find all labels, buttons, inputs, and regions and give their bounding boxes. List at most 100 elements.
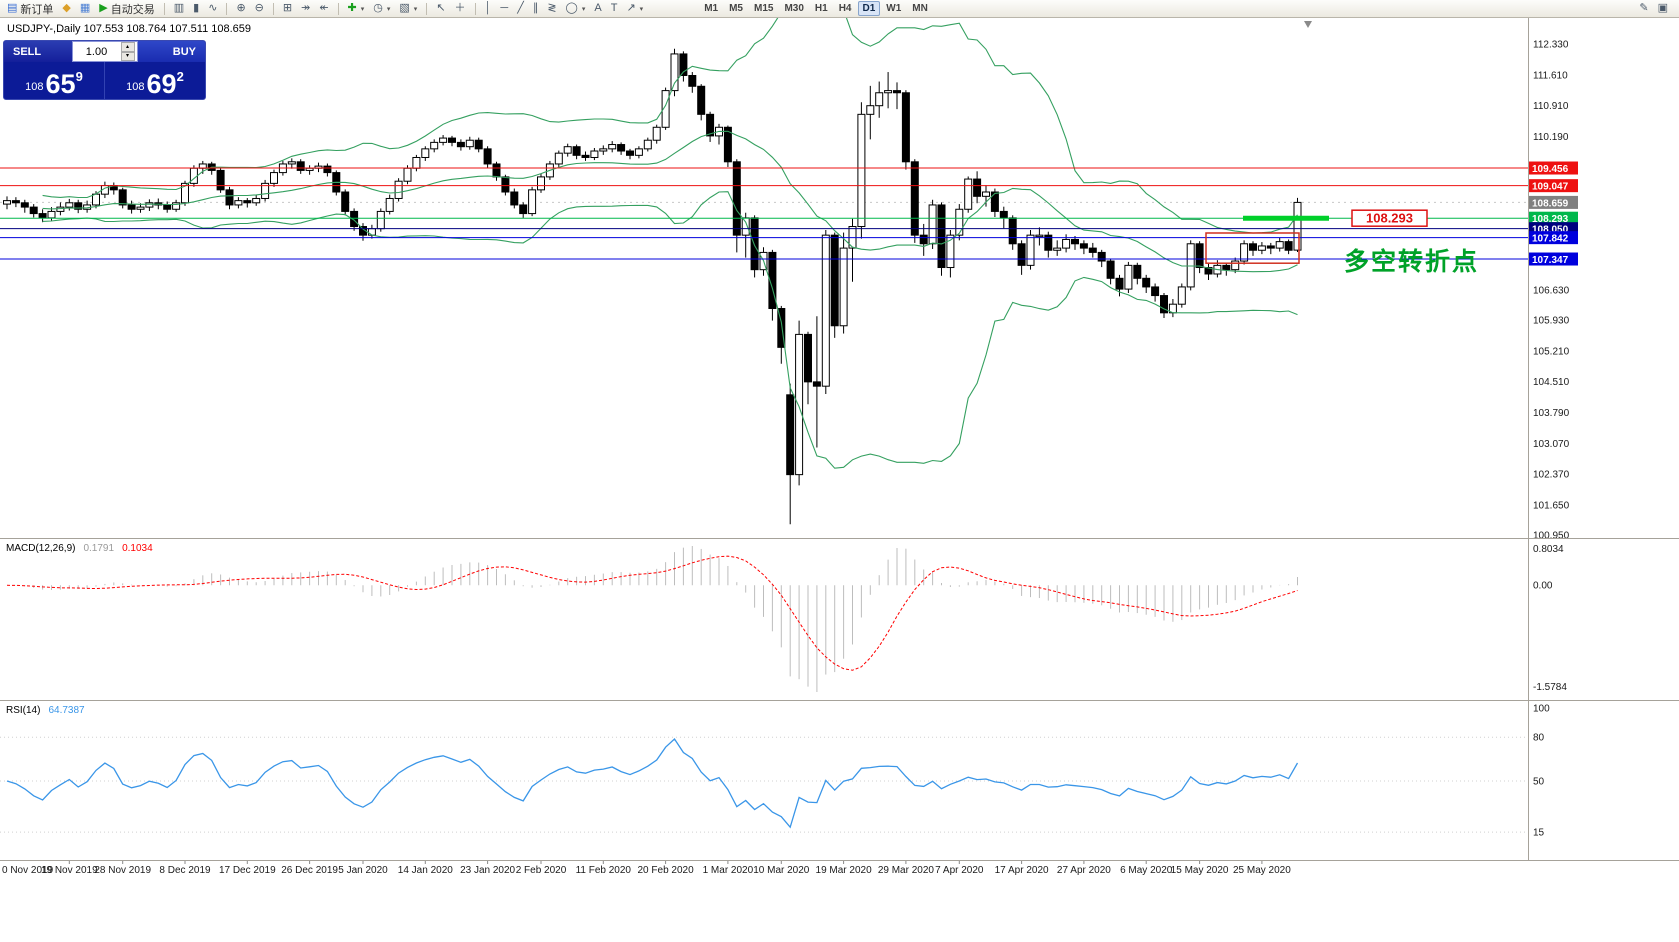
price-tick-label: 103.070 <box>1533 439 1570 450</box>
toolbar-timeframes: M1 M5 M15 M30 H1 H4 D1 W1 MN <box>699 1 933 16</box>
price-scale[interactable]: 112.330 111.610 110.910 110.190 106.630 105.9… <box>1528 18 1579 860</box>
label-button[interactable]: T <box>607 1 622 17</box>
caret-down-icon: ▾ <box>413 5 418 13</box>
panels-icon: ▣ <box>1657 2 1668 14</box>
volume-increase-button[interactable]: ▴ <box>120 42 135 52</box>
date-tick-label: 17 Apr 2020 <box>995 865 1049 876</box>
macd-panel[interactable]: MACD(12,26,9) 0.1791 0.1034 0.8034 0.00 -1.57… <box>6 543 1567 693</box>
price-callout-box[interactable] <box>1351 209 1428 227</box>
crosshair-icon: ＋ <box>454 2 466 14</box>
vertical-line-button[interactable]: │ <box>481 1 496 17</box>
consolidation-box[interactable] <box>1205 232 1300 264</box>
sell-price[interactable]: 108 65 9 <box>4 62 105 99</box>
volume-decrease-button[interactable]: ▾ <box>120 51 135 61</box>
candlestick-series <box>3 48 1302 525</box>
date-tick-label: 5 Jan 2020 <box>338 865 388 876</box>
fibonacci-button[interactable]: ≷ <box>543 1 560 17</box>
price-tick-label: 101.650 <box>1533 500 1570 511</box>
text-button[interactable]: A <box>590 1 605 17</box>
zoom-in-button[interactable]: ⊕ <box>232 1 249 17</box>
price-tick-label: 103.790 <box>1533 408 1570 419</box>
timeframe-m1-button[interactable]: M1 <box>699 1 723 16</box>
tile-windows-button[interactable]: ⊞ <box>279 1 296 17</box>
timeframe-d1-button[interactable]: D1 <box>857 1 881 16</box>
volume-input[interactable] <box>72 42 121 61</box>
panels-button[interactable]: ▣ <box>1654 1 1672 17</box>
volume-spinner: ▴ ▾ <box>120 42 135 61</box>
price-tick-label: 112.330 <box>1533 40 1569 51</box>
rsi-scale-label: 15 <box>1533 828 1545 839</box>
sell-button[interactable]: SELL <box>4 41 72 62</box>
chart-shift-marker[interactable] <box>1304 21 1312 28</box>
new-order-button[interactable]: ▤ 新订单 <box>3 1 57 17</box>
autotrading-button[interactable]: ▶ 自动交易 <box>95 1 158 17</box>
buy-button[interactable]: BUY <box>137 41 205 62</box>
toolbar-separator <box>426 2 428 15</box>
arrows-button[interactable]: ↗ ▾ <box>622 1 647 17</box>
chart-shift-button[interactable]: ↞ <box>315 1 332 17</box>
timeframe-mn-button[interactable]: MN <box>907 1 933 16</box>
price-tick-label: 110.910 <box>1533 101 1569 112</box>
trendline-button[interactable]: ╱ <box>513 1 528 17</box>
toolbar-left: ▤ 新订单 ◆ ▦ ▶ 自动交易 ▥ ▮ ∿ ⊕ ⊖ ⊞ ↠ ↞ ✚ ▾ ◷ ▾ ▧ ▾ ↖ ＋ │ ─ ╱ ∥ ≷ ◯ ▾ A T ↗ ▾ <box>3 1 647 17</box>
indicators-button[interactable]: ✚ ▾ <box>344 1 369 17</box>
timeframe-w1-button[interactable]: W1 <box>881 1 906 16</box>
timeframe-h4-button[interactable]: H4 <box>834 1 857 16</box>
cursor-button[interactable]: ↖ <box>432 1 449 17</box>
toolbar-separator <box>226 2 228 15</box>
price-tick-label: 111.610 <box>1533 71 1568 82</box>
chart-shift-icon: ↞ <box>319 2 329 14</box>
bar-chart-icon: ▥ <box>173 2 185 14</box>
horizontal-line-icon: ─ <box>500 2 509 14</box>
auto-scroll-button[interactable]: ↠ <box>297 1 314 17</box>
timeframe-m5-button[interactable]: M5 <box>724 1 748 16</box>
price-tick-label: 106.630 <box>1533 285 1570 296</box>
turning-point-annotation[interactable]: 多空转折点 <box>1344 247 1479 276</box>
shapes-button[interactable]: ◯ ▾ <box>562 1 590 17</box>
sell-price-pip: 9 <box>75 69 83 84</box>
price-marker-resistance-1-label: 109.456 <box>1532 164 1569 175</box>
date-tick-label: 1 Mar 2020 <box>703 865 754 876</box>
zoom-in-icon: ⊕ <box>236 2 246 14</box>
periods-button[interactable]: ◷ ▾ <box>369 1 394 17</box>
periods-icon: ◷ <box>373 2 383 14</box>
sell-price-big: 65 <box>45 69 76 100</box>
price-tick-label: 100.950 <box>1533 531 1570 542</box>
bar-chart-button[interactable]: ▥ <box>170 1 188 17</box>
line-chart-button[interactable]: ∿ <box>204 1 221 17</box>
channel-button[interactable]: ∥ <box>529 1 543 17</box>
date-tick-label: 17 Dec 2019 <box>219 865 276 876</box>
horizontal-line-button[interactable]: ─ <box>496 1 512 17</box>
charts-button[interactable]: ▦ <box>76 1 94 17</box>
timeframe-m15-button[interactable]: M15 <box>749 1 778 16</box>
edit-button[interactable]: ✎ <box>1635 1 1652 17</box>
price-panel[interactable]: 108.293 多空转折点 <box>0 0 1528 525</box>
trendline-icon: ╱ <box>517 2 524 14</box>
crosshair-button[interactable]: ＋ <box>451 1 470 17</box>
price-tick-label: 105.210 <box>1533 347 1570 358</box>
bollinger-upper-band <box>42 18 1298 234</box>
caret-down-icon: ▾ <box>581 5 586 13</box>
timeframe-h1-button[interactable]: H1 <box>810 1 833 16</box>
caret-down-icon: ▾ <box>386 5 391 13</box>
macd-label: MACD(12,26,9) 0.1791 0.1034 <box>6 543 153 554</box>
auto-scroll-icon: ↠ <box>301 2 311 14</box>
macd-scale-label: -1.5784 <box>1533 682 1567 693</box>
date-tick-label: 26 Dec 2019 <box>281 865 338 876</box>
buy-price[interactable]: 108 69 2 <box>105 62 205 99</box>
templates-button[interactable]: ▧ ▾ <box>395 1 421 17</box>
sell-price-base: 108 <box>25 81 44 93</box>
buy-price-pip: 2 <box>176 69 184 84</box>
zoom-out-button[interactable]: ⊖ <box>251 1 268 17</box>
candlestick-chart-button[interactable]: ▮ <box>189 1 203 17</box>
bollinger-middle-band <box>42 130 1298 273</box>
mql5-button[interactable]: ◆ <box>58 1 74 17</box>
price-callout-label: 108.293 <box>1366 211 1413 226</box>
rsi-panel[interactable]: RSI(14) 64.7387 100 80 50 15 <box>0 704 1550 839</box>
timeframe-m30-button[interactable]: M30 <box>779 1 808 16</box>
toolbar-separator <box>163 2 165 15</box>
date-tick-label: 27 Apr 2020 <box>1057 865 1111 876</box>
